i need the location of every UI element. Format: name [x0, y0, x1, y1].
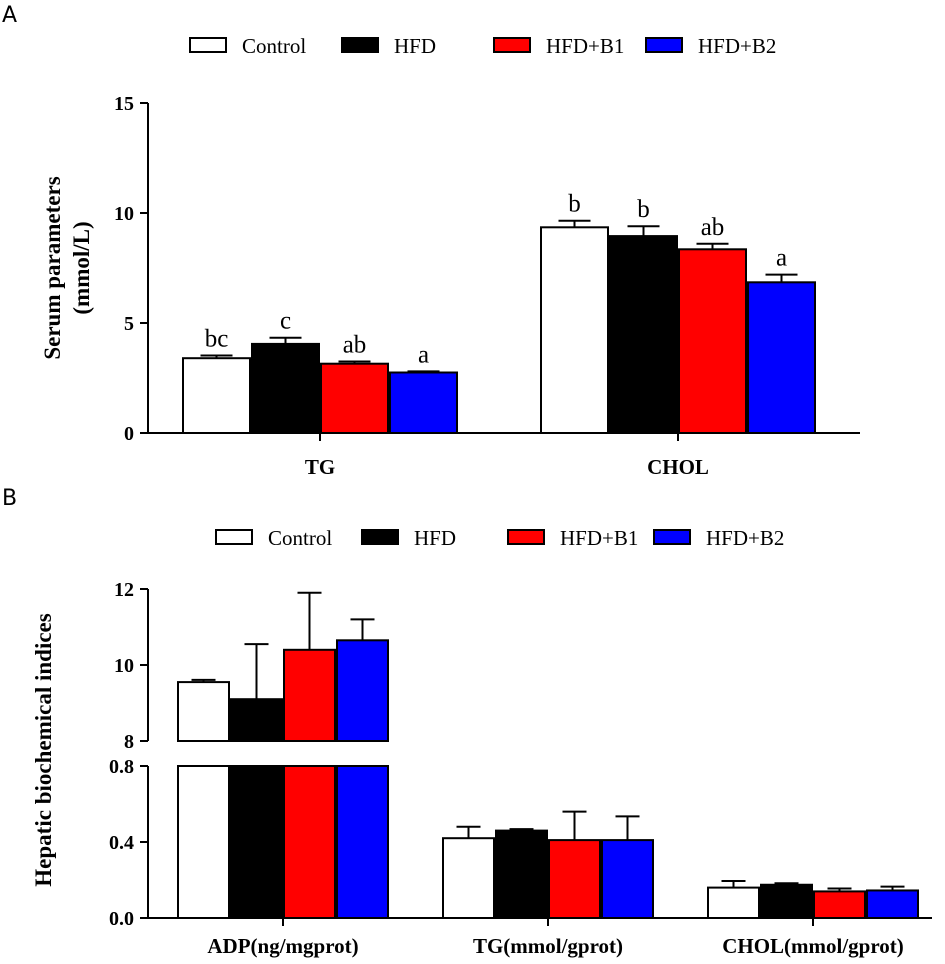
bar-a-tg-hfd-b2 — [389, 371, 458, 434]
bar-b-tg-mmol-gprot-hfd — [495, 829, 548, 919]
legend-label-hfd-b2: HFD+B2 — [706, 526, 784, 550]
legend-swatch-hfd-b1 — [493, 37, 531, 53]
legend-label-hfd: HFD — [414, 526, 456, 550]
bar-b-upper-adp-ng-mgprot-hfd — [230, 698, 283, 743]
x-tick-label-b-adp-ng-mgprot: ADP(ng/mgprot) — [207, 934, 358, 958]
y-tick-label-b-upper: 12 — [114, 579, 134, 601]
legend-swatch-control — [189, 37, 227, 53]
y-tick-label-a: 0 — [124, 423, 134, 445]
bar-b-lower-adp-ng-mgprot-hfd-b2 — [336, 765, 389, 919]
bar-b-tg-mmol-gprot-control — [442, 837, 495, 920]
x-tick-label-b-tg-mmol-gprot: TG(mmol/gprot) — [473, 934, 623, 958]
legend-swatch-hfd-b2 — [653, 529, 691, 545]
y-tick-label-a: 10 — [114, 203, 134, 225]
legend-label-control: Control — [268, 526, 332, 550]
sig-letter-a-chol-hfd: b — [637, 196, 650, 223]
bar-a-chol-hfd-b1 — [678, 248, 747, 434]
bar-a-tg-hfd — [251, 342, 320, 434]
legend-b: Control HFD HFD+B1 HFD+B2 — [215, 526, 784, 550]
legend-label-control: Control — [242, 34, 306, 58]
bar-b-lower-adp-ng-mgprot-hfd-b1 — [283, 765, 336, 919]
legend-label-hfd-b1: HFD+B1 — [560, 526, 638, 550]
sig-letter-a-tg-hfd-b1: ab — [343, 332, 367, 359]
bar-b-lower-adp-ng-mgprot-control — [177, 765, 230, 919]
x-tick-label-b-chol-mmol-gprot: CHOL(mmol/gprot) — [722, 934, 904, 958]
legend-swatch-hfd — [361, 529, 399, 545]
bar-b-upper-adp-ng-mgprot-control — [177, 681, 230, 742]
y-tick-label-a: 5 — [124, 313, 134, 335]
bar-b-chol-mmol-gprot-hfd-b2 — [866, 889, 919, 920]
legend-label-hfd-b1: HFD+B1 — [546, 34, 624, 58]
legend-swatch-hfd-b2 — [645, 37, 683, 53]
bar-b-chol-mmol-gprot-control — [707, 886, 760, 919]
y-tick-label-a: 15 — [114, 93, 134, 115]
bar-a-chol-hfd — [609, 235, 678, 434]
y-axis-title-b: Hepatic biochemical indices — [31, 613, 56, 886]
bar-b-chol-mmol-gprot-hfd — [760, 883, 813, 919]
bar-b-lower-adp-ng-mgprot-hfd — [230, 765, 283, 919]
bar-a-chol-hfd-b2 — [747, 281, 816, 434]
panel-a-label: A — [2, 3, 17, 28]
y-tick-label-b-upper: 8 — [124, 731, 134, 753]
sig-letter-a-tg-hfd: c — [280, 308, 291, 335]
legend-swatch-hfd — [341, 37, 379, 53]
x-tick-label-a-chol: CHOL — [647, 455, 709, 479]
bar-a-tg-control — [182, 357, 251, 435]
bar-b-tg-mmol-gprot-hfd-b1 — [548, 839, 601, 919]
sig-letter-a-chol-control: b — [568, 191, 581, 218]
bar-b-chol-mmol-gprot-hfd-b1 — [813, 890, 866, 920]
sig-letter-a-chol-hfd-b1: ab — [701, 214, 725, 241]
y-tick-label-b-lower: 0.8 — [109, 756, 134, 778]
sig-letter-a-tg-control: bc — [205, 326, 229, 353]
bar-a-tg-hfd-b1 — [320, 362, 389, 435]
y-axis-title-a-line2: (mmol/L) — [69, 221, 94, 314]
legend-label-hfd: HFD — [394, 34, 436, 58]
legend-a: Control HFD HFD+B1 HFD+B2 — [189, 34, 776, 58]
bar-b-tg-mmol-gprot-hfd-b2 — [601, 839, 654, 919]
y-tick-label-b-upper: 10 — [114, 655, 134, 677]
chart-b: Hepatic biochemical indices 8 10 12 0.0 0.4 0… — [31, 579, 932, 958]
panel-b-label: B — [2, 486, 17, 511]
x-tick-label-a-tg: TG — [305, 455, 335, 479]
bar-a-chol-control — [540, 226, 609, 434]
sig-letter-a-tg-hfd-b2: a — [418, 341, 429, 368]
bar-b-upper-adp-ng-mgprot-hfd-b1 — [283, 648, 336, 742]
legend-swatch-hfd-b1 — [507, 529, 545, 545]
y-axis-title-a-line1: Serum parameters — [40, 176, 65, 359]
legend-label-hfd-b2: HFD+B2 — [698, 34, 776, 58]
legend-swatch-control — [215, 529, 253, 545]
sig-letter-a-chol-hfd-b2: a — [776, 245, 787, 272]
bar-b-upper-adp-ng-mgprot-hfd-b2 — [336, 639, 389, 742]
y-tick-label-b-lower: 0.0 — [109, 908, 134, 930]
y-tick-label-b-lower: 0.4 — [109, 832, 134, 854]
